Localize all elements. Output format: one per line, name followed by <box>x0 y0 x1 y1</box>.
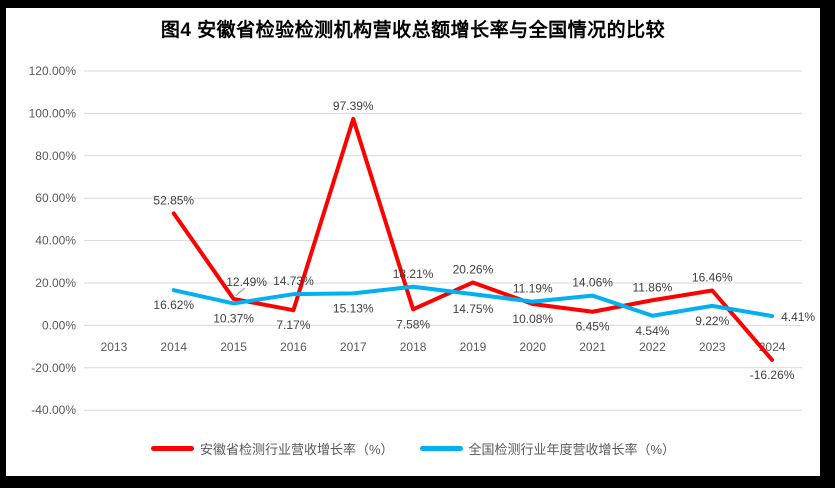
y-axis-tick-label: 60.00% <box>35 191 76 205</box>
data-label: 10.08% <box>512 312 553 326</box>
legend-label-national: 全国检测行业年度营收增长率（%） <box>468 442 676 457</box>
legend-swatch-national-line <box>419 446 463 451</box>
x-axis-label: 2013 <box>101 340 128 354</box>
data-label: -16.26% <box>750 368 795 382</box>
legend-swatch-anhui-line <box>150 446 194 451</box>
y-axis-tick-label: 0.00% <box>42 318 76 332</box>
x-axis-label: 2019 <box>460 340 487 354</box>
data-label: 18.21% <box>393 267 434 281</box>
data-label: 9.22% <box>695 314 729 328</box>
x-axis-label: 2020 <box>519 340 546 354</box>
data-label: 15.13% <box>333 301 374 315</box>
y-axis-tick-label: 80.00% <box>35 149 76 163</box>
y-axis-tick-label: -20.00% <box>31 361 76 375</box>
x-axis-label: 2014 <box>160 340 187 354</box>
data-label: 10.37% <box>213 311 254 325</box>
series-line-anhui <box>171 116 775 362</box>
chart-title: 图4 安徽省检验检测机构营收总额增长率与全国情况的比较 <box>160 20 666 41</box>
data-label: 52.85% <box>153 193 194 207</box>
x-axis-label: 2015 <box>220 340 247 354</box>
y-axis-tick-label: -40.00% <box>31 403 76 417</box>
data-label: 7.58% <box>396 317 430 331</box>
legend-item-national: 全国检测行业年度营收增长率（%） <box>419 439 676 458</box>
data-label: 11.86% <box>633 280 673 294</box>
series-line-national <box>171 284 775 319</box>
y-axis-tick-label: 120.00% <box>29 64 77 78</box>
data-label: 14.73% <box>273 274 314 288</box>
x-axis-label: 2022 <box>639 340 666 354</box>
label-leader-line <box>235 287 245 297</box>
data-label: 97.39% <box>333 99 374 113</box>
y-axis-tick-label: 40.00% <box>35 234 76 248</box>
data-label: 4.41% <box>781 310 815 324</box>
data-label: 12.49% <box>226 275 267 289</box>
data-label: 7.17% <box>276 318 310 332</box>
legend-item-anhui: 安徽省检测行业营收增长率（%） <box>150 439 394 458</box>
data-label: 14.06% <box>572 276 613 290</box>
legend-label-anhui: 安徽省检测行业营收增长率（%） <box>199 442 394 457</box>
y-axis-tick-label: 20.00% <box>35 276 76 290</box>
data-label: 16.62% <box>153 298 194 312</box>
legend: 安徽省检测行业营收增长率（%） 全国检测行业年度营收增长率（%） <box>6 439 820 458</box>
data-label: 11.19% <box>513 282 553 296</box>
data-label: 14.75% <box>453 302 494 316</box>
x-axis-label: 2021 <box>579 340 606 354</box>
data-label: 20.26% <box>453 262 494 276</box>
y-axis-tick-label: 100.00% <box>29 106 77 120</box>
x-axis-label: 2018 <box>400 340 427 354</box>
x-axis-label: 2016 <box>280 340 307 354</box>
x-axis-label: 2017 <box>340 340 367 354</box>
x-axis-label: 2023 <box>699 340 726 354</box>
data-label: 4.54% <box>635 324 669 338</box>
chart-panel <box>6 8 820 476</box>
data-label: 6.45% <box>576 320 610 334</box>
data-label: 16.46% <box>692 271 733 285</box>
